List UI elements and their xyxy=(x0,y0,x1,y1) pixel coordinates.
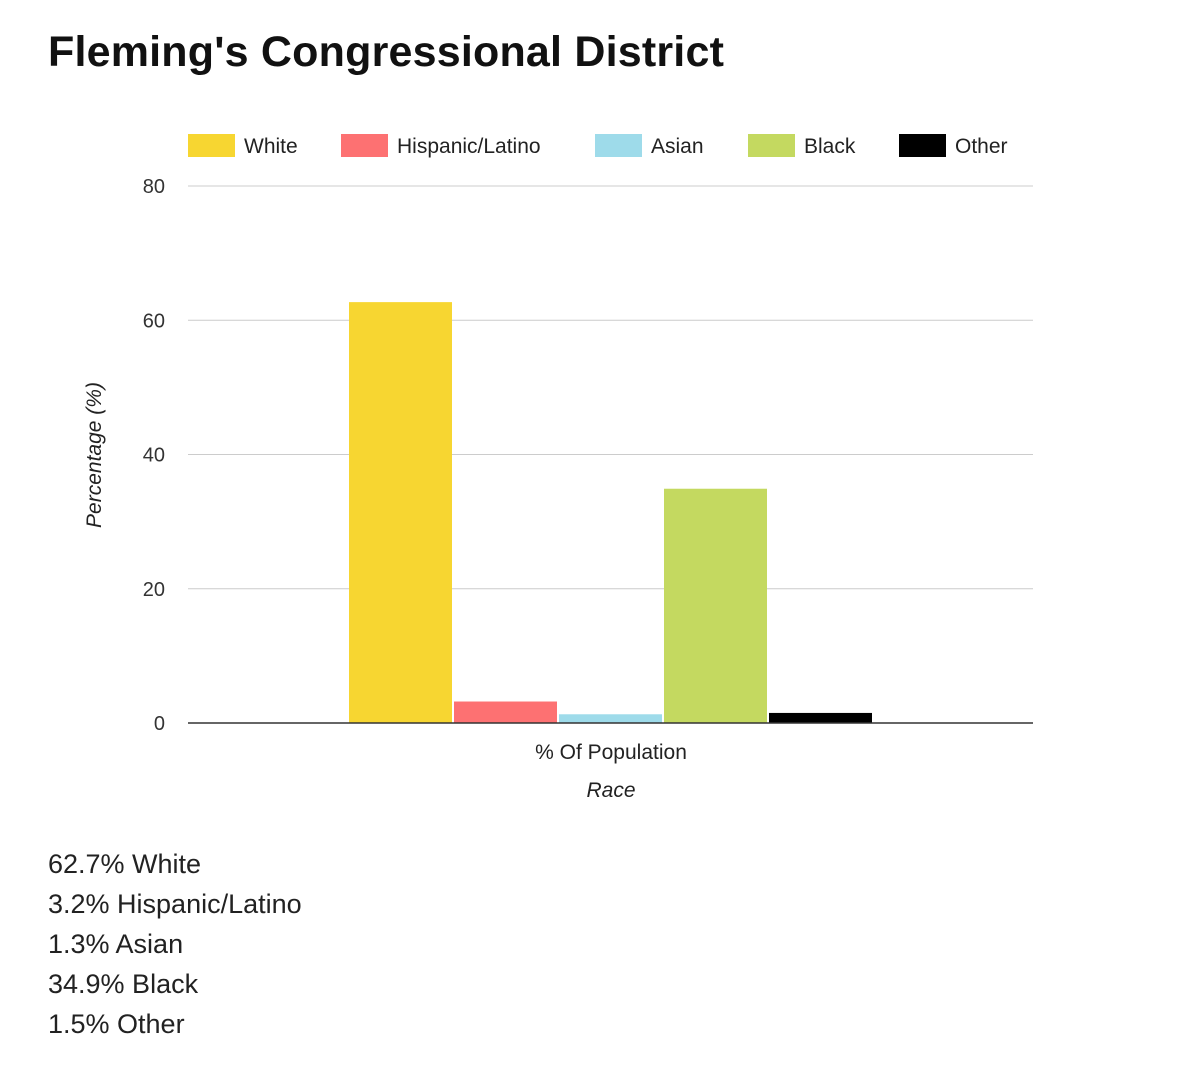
page-title: Fleming's Congressional District xyxy=(48,28,725,76)
legend-label-white: White xyxy=(244,135,298,158)
legend-label-other: Other xyxy=(955,135,1008,158)
x-category-label: % Of Population xyxy=(535,741,687,764)
x-axis-title: Race xyxy=(586,779,635,802)
legend-swatch-other xyxy=(899,134,946,157)
y-axis-title: Percentage (%) xyxy=(83,382,106,528)
stat-line-other: 1.5% Other xyxy=(48,1009,185,1039)
y-tick-label-20: 20 xyxy=(143,579,165,601)
y-tick-label-80: 80 xyxy=(143,176,165,198)
legend: White Hispanic/Latino Asian Black Other xyxy=(188,134,1008,158)
legend-label-black: Black xyxy=(804,135,856,158)
legend-swatch-white xyxy=(188,134,235,157)
bars xyxy=(349,302,872,723)
y-tick-labels: 0 20 40 60 80 xyxy=(143,176,165,735)
legend-swatch-black xyxy=(748,134,795,157)
stat-line-white: 62.7% White xyxy=(48,849,202,879)
bar-white xyxy=(349,302,452,723)
y-tick-label-0: 0 xyxy=(154,713,165,735)
y-tick-label-40: 40 xyxy=(143,445,165,467)
stat-line-hispanic-latino: 3.2% Hispanic/Latino xyxy=(48,889,302,919)
legend-swatch-asian xyxy=(595,134,642,157)
stat-line-asian: 1.3% Asian xyxy=(48,929,184,959)
gridlines xyxy=(188,185,1033,590)
legend-swatch-hispanic-latino xyxy=(341,134,388,157)
bar-black xyxy=(664,488,767,723)
bar-other xyxy=(769,712,872,723)
y-tick-label-60: 60 xyxy=(143,310,165,332)
legend-label-asian: Asian xyxy=(651,135,704,158)
bar-asian xyxy=(559,714,662,723)
stats-list: 62.7% White 3.2% Hispanic/Latino 1.3% As… xyxy=(48,844,302,1044)
bar-chart: 0 20 40 60 80 White Hispanic/Latino Asian Black… xyxy=(83,134,1033,802)
bar-hispanic-latino xyxy=(454,701,557,723)
legend-label-hispanic-latino: Hispanic/Latino xyxy=(397,135,541,158)
stat-line-black: 34.9% Black xyxy=(48,969,199,999)
